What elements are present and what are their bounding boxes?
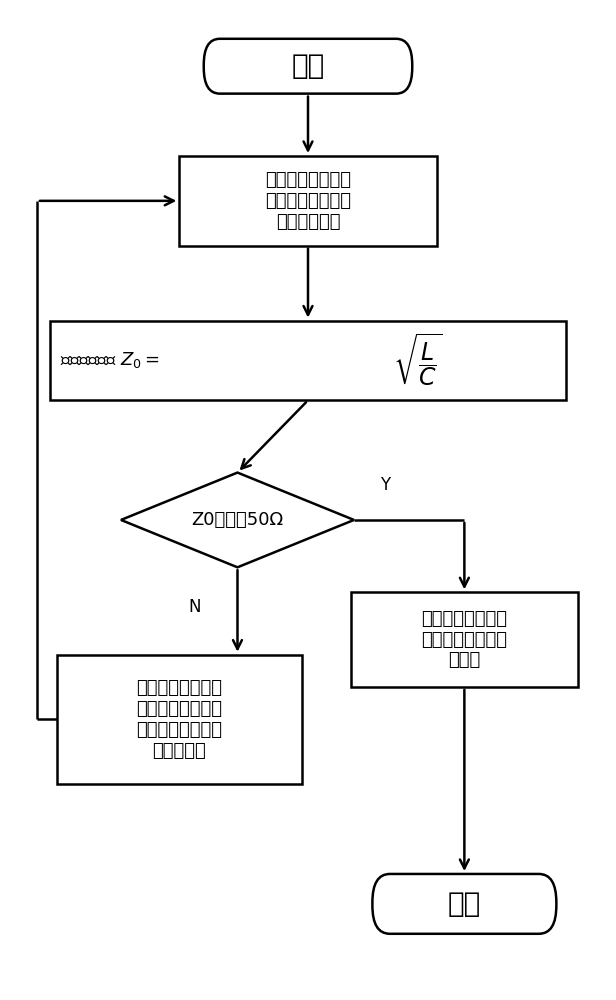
Bar bbox=[179, 156, 437, 246]
Text: 优化反焊盘半径，
焊盘半径，过孔半
径，短路孔与信号
过孔的距离: 优化反焊盘半径， 焊盘半径，过孔半 径，短路孔与信号 过孔的距离 bbox=[136, 679, 222, 760]
FancyBboxPatch shape bbox=[204, 39, 412, 94]
Bar bbox=[351, 592, 578, 687]
Text: 计算过孔阻抗 $Z_0=$: 计算过孔阻抗 $Z_0=$ bbox=[60, 350, 160, 370]
Text: 开始: 开始 bbox=[291, 52, 325, 80]
Bar bbox=[57, 655, 302, 784]
Text: N: N bbox=[188, 598, 201, 616]
Text: Z0是否为50Ω: Z0是否为50Ω bbox=[192, 511, 283, 529]
Text: 输出过孔参数，短
路孔与信号过孔间
的距离: 输出过孔参数，短 路孔与信号过孔间 的距离 bbox=[421, 610, 508, 669]
Text: $\sqrt{\dfrac{L}{C}}$: $\sqrt{\dfrac{L}{C}}$ bbox=[394, 332, 444, 389]
Bar bbox=[51, 321, 565, 400]
Polygon shape bbox=[121, 473, 354, 567]
Text: 结束: 结束 bbox=[448, 890, 481, 918]
Text: Y: Y bbox=[379, 476, 390, 494]
Text: 寄生参数提取软件
建模，提取过孔电
容，电感参数: 寄生参数提取软件 建模，提取过孔电 容，电感参数 bbox=[265, 171, 351, 231]
FancyBboxPatch shape bbox=[373, 874, 556, 934]
